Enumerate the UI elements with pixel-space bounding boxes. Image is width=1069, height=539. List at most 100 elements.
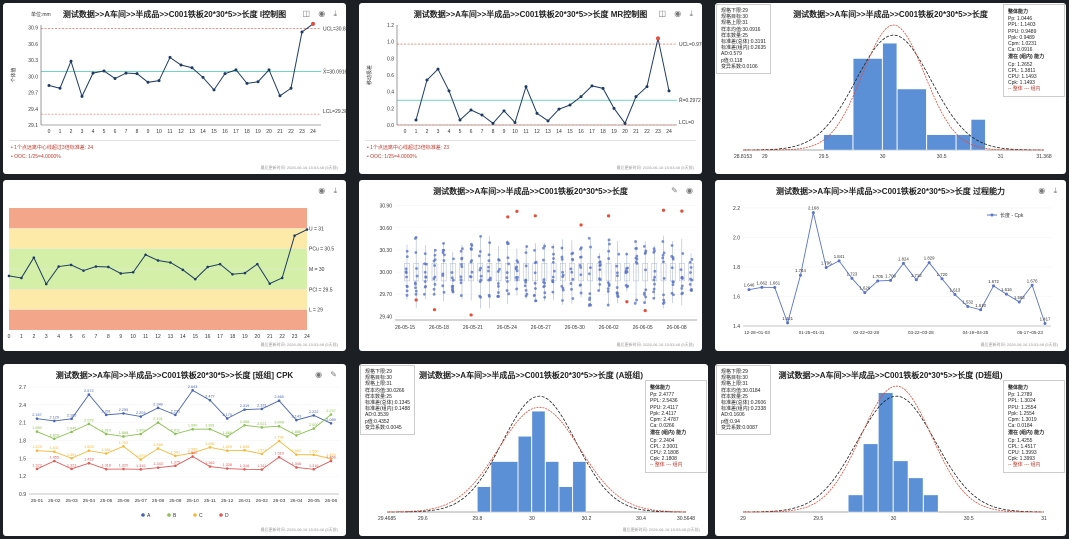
data-label: 1.868 bbox=[119, 431, 129, 435]
stat: PPU: 1.2554 bbox=[1008, 404, 1037, 411]
data-point bbox=[535, 111, 539, 115]
data-point bbox=[542, 278, 546, 281]
data-point bbox=[661, 302, 665, 305]
data-point bbox=[35, 430, 39, 433]
data-point bbox=[277, 439, 281, 443]
data-point bbox=[588, 292, 592, 296]
y-tick-label: 2.4 bbox=[19, 403, 26, 409]
data-label: 2.349 bbox=[153, 402, 163, 406]
data-label: 1.418 bbox=[84, 458, 94, 462]
data-point bbox=[524, 85, 528, 89]
outlier-point bbox=[606, 214, 611, 218]
data-point bbox=[243, 467, 246, 471]
zone-label: L = 29 bbox=[309, 308, 323, 314]
data-label: 2.167 bbox=[32, 413, 42, 417]
data-point bbox=[679, 268, 683, 272]
x-tick-label: 5 bbox=[70, 334, 73, 340]
data-point bbox=[615, 286, 619, 289]
data-point bbox=[578, 264, 582, 267]
x-tick-label: 24 bbox=[666, 129, 672, 135]
data-point bbox=[277, 399, 281, 403]
data-point bbox=[433, 248, 437, 252]
box bbox=[642, 263, 648, 282]
panel-toolbar-icons[interactable]: ◉ ⤓ bbox=[318, 186, 340, 195]
data-point bbox=[645, 85, 649, 89]
zone-label: U = 31 bbox=[309, 226, 324, 232]
data-label: 1.945 bbox=[67, 426, 77, 430]
data-point bbox=[551, 260, 555, 264]
stat: 样本数量:25 bbox=[721, 393, 748, 400]
panel-toolbar-icons[interactable]: ✎ ◉ bbox=[671, 186, 696, 195]
data-point bbox=[680, 292, 684, 296]
x-tick-label: 30.5 bbox=[937, 154, 947, 160]
stat: CPL: 1.3811 bbox=[1008, 67, 1036, 74]
data-point bbox=[414, 251, 418, 254]
series-line bbox=[48, 23, 314, 98]
data-point bbox=[478, 268, 482, 272]
stat: Cp: 2.2404 bbox=[650, 437, 675, 444]
panel-title: 测试数据>>A车间>>半成品>>C001铁板20*30*5>>长度 [班组] C… bbox=[55, 371, 294, 380]
box bbox=[605, 263, 612, 282]
stat-heading: 整体能力 bbox=[1008, 9, 1029, 15]
zone-band bbox=[9, 208, 307, 229]
x-tick-label: 03-22~03-28 bbox=[908, 330, 934, 335]
x-tick-label: 2 bbox=[426, 129, 429, 135]
x-tick-label: 1 bbox=[20, 334, 23, 340]
data-point bbox=[1004, 292, 1008, 296]
x-tick-label: 23 bbox=[655, 129, 661, 135]
data-point bbox=[515, 259, 519, 263]
data-point bbox=[329, 422, 333, 425]
panel-toolbar-icons[interactable]: ◫ ◉ ⤓ bbox=[302, 9, 340, 18]
data-point bbox=[131, 270, 135, 274]
data-point bbox=[80, 94, 84, 98]
data-point bbox=[451, 278, 455, 282]
data-point bbox=[191, 451, 194, 455]
data-point bbox=[460, 265, 464, 268]
box bbox=[569, 263, 575, 282]
data-point bbox=[459, 278, 463, 282]
x-tick-label: 26-05-24 bbox=[497, 325, 517, 331]
x-tick-label: 23 bbox=[292, 334, 298, 340]
data-label: 2.255 bbox=[119, 408, 129, 412]
mr-control-chart: 0.00.20.40.60.81.01.20 1 2 3 4 5 6 7 8 9 10 11 12 13 1… bbox=[366, 23, 702, 135]
data-label: 1.791 bbox=[274, 436, 284, 440]
data-point bbox=[442, 241, 445, 245]
x-tick-label: 17 bbox=[233, 129, 239, 135]
data-label: 1.885 bbox=[292, 430, 302, 434]
stat: 变异系数:0.0106 bbox=[721, 63, 758, 70]
data-label: 1.841 bbox=[834, 254, 845, 259]
data-point bbox=[542, 258, 545, 262]
x-tick-label: 05-17~05-23 bbox=[1017, 330, 1043, 335]
data-point bbox=[652, 296, 656, 300]
stat: 样本数量:25 bbox=[365, 393, 392, 400]
data-point bbox=[225, 417, 229, 420]
last-update-text: 最后更新时间: 2026-06-16 15:53:48 (5天前) bbox=[260, 342, 338, 347]
data-point bbox=[497, 258, 501, 262]
x-tick-label: 29.5 bbox=[813, 516, 823, 522]
data-point bbox=[644, 268, 647, 272]
x-tick-label: 26-01 bbox=[238, 498, 251, 504]
data-point bbox=[773, 285, 777, 289]
panel-toolbar-icons[interactable]: ◉ ⤓ bbox=[1038, 186, 1060, 195]
data-point bbox=[570, 270, 574, 274]
data-label: 1.909 bbox=[136, 429, 146, 433]
data-point bbox=[423, 292, 426, 296]
data-point bbox=[598, 268, 602, 272]
data-point bbox=[533, 271, 537, 275]
x-tick-label: 30 bbox=[880, 154, 886, 160]
x-tick-label: 25-05 bbox=[100, 498, 113, 504]
stat: Cp: 1.4255 bbox=[1008, 437, 1033, 444]
data-point bbox=[569, 267, 573, 271]
data-point bbox=[70, 430, 73, 434]
data-point bbox=[441, 249, 445, 252]
data-point bbox=[225, 467, 229, 470]
panel-toolbar-icons[interactable]: ◫ ◉ ⤓ bbox=[658, 9, 696, 18]
within-normal-curve bbox=[387, 406, 686, 513]
data-label: 2.101 bbox=[153, 417, 163, 421]
panel-toolbar-icons[interactable]: ◉ ✎ bbox=[315, 370, 340, 379]
y-tick-label: 0.0 bbox=[387, 123, 394, 129]
x-tick-label: 8 bbox=[136, 129, 139, 135]
box-scatter-chart: 29.40 29.70 30.00 30.30 30.60 30.90 26-05-15 26… bbox=[379, 204, 697, 331]
x-tick-label: 11 bbox=[143, 334, 148, 340]
divider bbox=[9, 140, 340, 141]
